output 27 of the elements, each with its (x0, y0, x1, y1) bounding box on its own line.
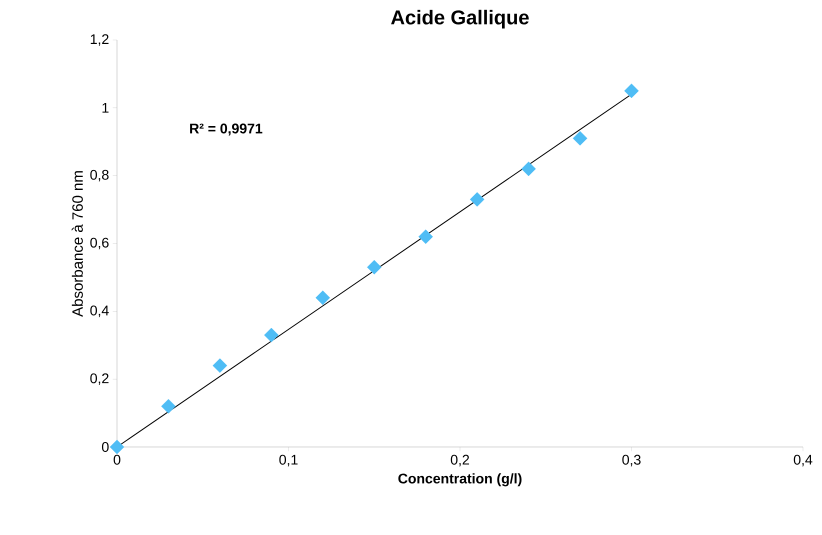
x-tick-label: 0 (114, 454, 120, 465)
point (418, 229, 433, 244)
y-tick-label: 1 (102, 103, 109, 113)
x-axis-title: Concentration (g/l) (398, 473, 522, 486)
x-tick-label: 0,2 (450, 454, 470, 466)
y-tick-label: 0 (102, 442, 109, 452)
x-tick-label: 0,4 (794, 454, 812, 466)
point (624, 84, 639, 98)
annotation: R² = 0,9971 (190, 124, 262, 136)
y-tick-label: 0,6 (90, 238, 109, 250)
point (161, 399, 176, 414)
point (212, 358, 228, 373)
y-axis-title: Absorbance à 760 nm (72, 171, 83, 317)
y-tick-label: 1,2 (90, 34, 109, 46)
point (316, 290, 330, 306)
x-tick-label: 0,3 (622, 454, 641, 466)
point (521, 162, 536, 176)
y-tick-label: 0,2 (90, 373, 109, 385)
point (366, 260, 382, 275)
y-tick-label: 0,4 (90, 306, 109, 318)
point (264, 328, 279, 342)
chart-title: Acide Gallique (391, 10, 529, 28)
point (110, 440, 124, 454)
point (572, 131, 588, 146)
y-tick-label: 0,8 (90, 170, 109, 182)
x-tick-label: 0,1 (279, 454, 298, 466)
point (470, 192, 484, 207)
